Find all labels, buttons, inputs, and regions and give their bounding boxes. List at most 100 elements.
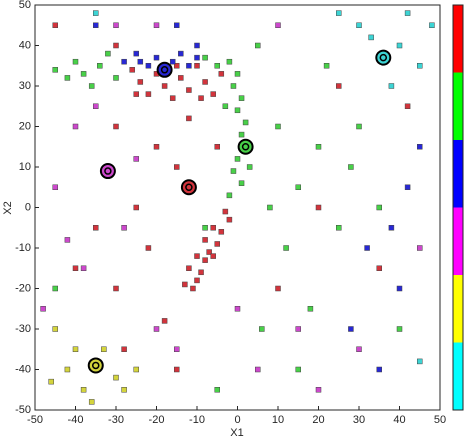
point [234,306,241,312]
point [417,245,423,251]
point [121,346,127,352]
point [214,144,220,150]
point [376,366,382,373]
point [174,164,180,170]
point [153,326,160,332]
point [388,83,395,89]
point [93,10,99,16]
point [259,326,265,332]
y-tick-label: -40 [15,363,31,375]
x-tick-label: 50 [434,414,446,426]
point [133,50,139,57]
point [186,63,192,69]
point [93,22,99,28]
point [214,63,220,69]
y-axis-label: X2 [2,201,14,214]
point [121,387,127,393]
point [202,237,208,243]
point [417,63,423,69]
point [105,50,111,57]
point [295,326,301,332]
y-tick-label: 0 [25,201,31,213]
point [121,58,127,65]
y-tick-label: 30 [19,80,31,92]
point [186,265,192,271]
point [356,346,362,352]
point [230,83,237,89]
x-tick-label: -40 [68,414,84,426]
point [417,358,423,365]
point [52,326,58,332]
point [214,241,220,247]
point [356,123,362,130]
point [133,366,139,373]
point [133,91,139,97]
point [246,164,253,170]
center-dot [160,66,169,74]
center-ring [156,61,173,78]
point [417,144,423,150]
y-tick-label: 20 [19,120,31,132]
y-tick-label: -10 [15,242,31,254]
point [174,366,180,373]
point [64,75,71,81]
point [88,83,95,89]
point [64,366,71,373]
point [153,54,160,61]
point [194,277,200,284]
point [72,265,79,271]
point [174,346,180,352]
point [186,87,192,93]
x-tick-label: -20 [149,414,165,426]
x-tick-label: -30 [108,414,124,426]
colorbar-segment [453,72,463,140]
point [97,63,103,69]
point [295,366,301,373]
point [396,326,403,332]
point [388,225,395,231]
point [234,107,241,114]
colorbar-segment [453,342,463,410]
point [336,225,342,231]
y-tick-label: 40 [19,39,31,51]
y-tick-label: 50 [19,0,31,11]
point [80,265,87,271]
center-dot [92,361,100,370]
x-tick-label: 0 [234,414,240,426]
point [234,156,241,162]
point [121,225,127,231]
point [93,225,99,231]
point [429,22,435,28]
x-tick-label: 10 [272,414,284,426]
point [210,91,216,97]
point [295,184,301,190]
point [238,131,245,138]
point [145,245,152,251]
point [315,204,322,211]
point [194,54,200,61]
point [267,204,273,211]
point [234,71,241,77]
point [48,378,54,385]
colorbar-box [452,4,464,411]
point [174,63,180,69]
point [186,115,192,122]
colorbar-segment [453,140,463,208]
point [72,123,79,130]
center-dot [379,53,388,62]
center-ring [99,163,116,180]
point [133,204,139,211]
point [336,83,342,89]
point [202,225,208,231]
x-tick-label: -50 [27,414,43,426]
colorbar-segment [453,275,463,343]
point [153,22,160,28]
point [238,95,245,101]
point [226,216,233,223]
point [169,58,176,65]
point [404,10,411,16]
point [72,58,79,65]
point [194,253,200,259]
x-tick-label: 30 [353,414,365,426]
point [226,58,233,65]
